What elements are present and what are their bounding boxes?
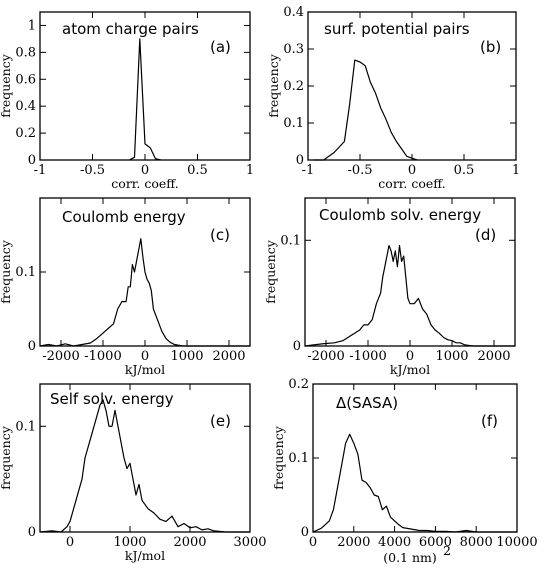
panel-tag: (a) [210, 38, 231, 56]
panel-title: Δ(SASA) [336, 394, 398, 412]
panel-tag: (f) [481, 412, 498, 430]
y-tick-label: 0.1 [15, 419, 36, 434]
series-line [129, 38, 161, 161]
x-tick-label: 0 [141, 349, 149, 364]
y-tick-label: 0.1 [283, 116, 304, 131]
x-tick-label: 2000 [212, 349, 245, 364]
y-axis-label: frequency [0, 425, 13, 490]
x-tick-label: 0.5 [187, 163, 208, 178]
x-tick-label: -1 [34, 163, 47, 178]
y-tick-label: 0.6 [15, 72, 36, 87]
x-tick-label: 2000 [477, 349, 510, 364]
panel-tag: (c) [210, 226, 230, 244]
y-tick-label: 0.4 [283, 5, 304, 20]
y-tick-label: 0.1 [15, 265, 36, 280]
panel-tag: (e) [210, 412, 231, 430]
x-tick-label: 2000 [337, 535, 370, 550]
y-tick-label: 0.2 [288, 377, 309, 392]
x-tick-label: 1000 [435, 349, 468, 364]
x-tick-label: 1 [512, 163, 520, 178]
y-tick-label: 0 [296, 153, 304, 168]
series-line [39, 238, 250, 347]
x-axis-label-superscript: 2 [443, 543, 451, 558]
series-line [304, 245, 515, 347]
y-tick-label: 0.2 [15, 126, 36, 141]
y-tick-label: 0 [28, 339, 36, 354]
x-tick-label: -1000 [84, 349, 121, 364]
x-tick-label: 0 [406, 349, 414, 364]
y-tick-label: 0 [293, 339, 301, 354]
y-tick-label: 0 [28, 153, 36, 168]
x-axis-label: kJ/mol [390, 362, 430, 377]
x-tick-label: 0 [141, 163, 149, 178]
y-axis-label: frequency [263, 239, 278, 304]
y-tick-label: 0.1 [280, 233, 301, 248]
panel-d: -2000 -1000 0 1000 2000 0 0.1 Coulomb solv. ene… [263, 197, 516, 377]
panel-a: -1 -0.5 0 0.5 1 0 0.2 0.4 0.6 0.8 1 atom charge pai… [0, 11, 254, 191]
y-tick-label: 0.1 [288, 451, 309, 466]
plot-frame [39, 383, 251, 533]
y-tick-label: 0.2 [283, 79, 304, 94]
x-axis-label: kJ/mol [125, 548, 165, 563]
y-tick-label: 0.4 [15, 99, 36, 114]
x-tick-label: -1000 [349, 349, 386, 364]
panel-c: -2000 -1000 0 1000 2000 0 0.1 Coulomb energy (c)… [0, 197, 251, 377]
x-tick-label: 6000 [419, 535, 452, 550]
panel-b: -1 -0.5 0 0.5 1 0 0.1 0.2 0.3 0.4 surf. potential … [266, 5, 520, 191]
y-axis-label: frequency [266, 53, 281, 118]
x-tick-label: 0 [66, 535, 74, 550]
x-tick-label: 1000 [170, 349, 203, 364]
x-tick-label: 0 [408, 163, 416, 178]
panel-title: surf. potential pairs [324, 20, 470, 38]
y-axis-label: frequency [0, 239, 13, 304]
x-tick-label: -2000 [42, 349, 79, 364]
y-tick-label: 0 [301, 525, 309, 540]
x-tick-label: 10000 [496, 535, 537, 550]
panel-tag: (d) [475, 226, 496, 244]
x-tick-label: 1000 [113, 535, 146, 550]
y-axis-label: frequency [271, 425, 286, 490]
panel-f: 0 2000 4000 6000 8000 10000 0 0.1 0.2 Δ(SASA) (f) f… [271, 377, 538, 565]
x-axis-label: corr. coeff. [111, 176, 178, 191]
panel-title: Coulomb energy [62, 208, 186, 226]
x-axis-label: corr. coeff. [378, 176, 445, 191]
panel-e: 0 1000 2000 3000 0 0.1 Self solv. energy (e) fre… [0, 383, 267, 563]
x-tick-label: -0.5 [347, 163, 372, 178]
panel-title: atom charge pairs [62, 20, 199, 38]
panel-title: Self solv. energy [50, 390, 174, 408]
x-tick-label: -0.5 [80, 163, 105, 178]
x-tick-label: 8000 [460, 535, 493, 550]
y-tick-label: 1 [28, 18, 36, 33]
x-tick-label: 3000 [233, 535, 266, 550]
x-tick-label: 4000 [378, 535, 411, 550]
panel-tag: (b) [480, 38, 501, 56]
x-tick-label: -1 [302, 163, 315, 178]
series-line [39, 399, 250, 533]
y-tick-label: 0.3 [283, 42, 304, 57]
series-line [313, 59, 418, 161]
x-tick-label: 1 [246, 163, 254, 178]
x-axis-label: (0.1 nm) [383, 550, 437, 565]
x-tick-label: 0.5 [454, 163, 475, 178]
x-axis-label: kJ/mol [125, 362, 165, 377]
series-line [312, 433, 517, 533]
x-tick-label: 2000 [173, 535, 206, 550]
y-axis-label: frequency [0, 53, 13, 118]
x-tick-label: -2000 [307, 349, 344, 364]
x-tick-label: 0 [309, 535, 317, 550]
y-tick-label: 0.8 [15, 45, 36, 60]
y-tick-label: 0 [28, 525, 36, 540]
panel-title: Coulomb solv. energy [319, 206, 481, 224]
